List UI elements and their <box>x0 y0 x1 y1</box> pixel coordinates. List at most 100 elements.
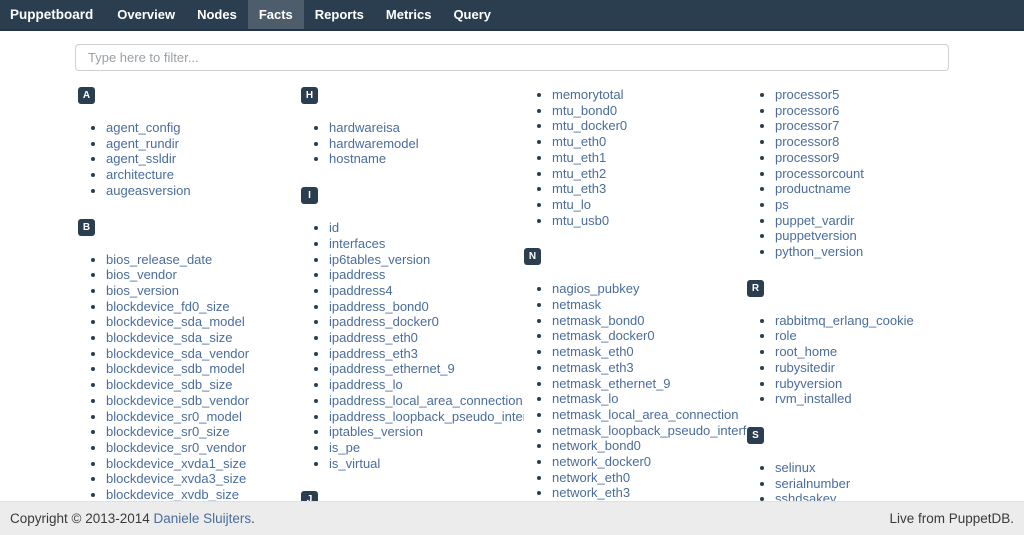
fact-item: mtu_eth3 <box>552 181 747 197</box>
fact-item: blockdevice_sdb_vendor <box>106 393 301 409</box>
fact-link[interactable]: sshdsakey <box>775 491 837 501</box>
fact-link[interactable]: network_bond0 <box>552 438 641 454</box>
fact-link[interactable]: blockdevice_sr0_vendor <box>106 439 247 455</box>
fact-link[interactable]: blockdevice_sda_vendor <box>106 345 250 361</box>
fact-link[interactable]: netmask_docker0 <box>552 328 655 344</box>
fact-link[interactable]: netmask_local_area_connection <box>552 406 739 422</box>
fact-link[interactable]: puppet_vardir <box>775 212 855 228</box>
fact-link[interactable]: mtu_eth0 <box>552 134 607 150</box>
fact-link[interactable]: blockdevice_sr0_model <box>106 408 242 424</box>
brand-puppetboard[interactable]: Puppetboard <box>10 7 94 22</box>
fact-link[interactable]: python_version <box>775 244 864 260</box>
letter-badge-h: H <box>301 87 318 104</box>
fact-link[interactable]: mtu_usb0 <box>552 212 610 228</box>
fact-link[interactable]: netmask_ethernet_9 <box>552 375 671 391</box>
fact-link[interactable]: mtu_eth1 <box>552 149 607 165</box>
fact-link[interactable]: ipaddress_eth0 <box>329 330 418 346</box>
fact-link[interactable]: blockdevice_sdb_size <box>106 377 233 393</box>
fact-link[interactable]: ipaddress_eth3 <box>329 345 418 361</box>
fact-link[interactable]: processor7 <box>775 118 840 134</box>
fact-link[interactable]: ipaddress_loopback_pseudo_interf <box>329 408 524 424</box>
fact-link[interactable]: agent_rundir <box>106 135 179 151</box>
fact-link[interactable]: agent_ssldir <box>106 151 177 167</box>
fact-link[interactable]: iptables_version <box>329 424 423 440</box>
fact-link[interactable]: ipaddress_lo <box>329 377 403 393</box>
fact-item: blockdevice_xvda1_size <box>106 456 301 472</box>
fact-link[interactable]: netmask_eth0 <box>552 344 634 360</box>
fact-link[interactable]: selinux <box>775 459 816 475</box>
fact-link[interactable]: processor5 <box>775 87 840 102</box>
fact-link[interactable]: mtu_bond0 <box>552 102 618 118</box>
fact-link[interactable]: interfaces <box>329 235 386 251</box>
fact-link[interactable]: hardwareisa <box>329 120 400 135</box>
fact-link[interactable]: agent_config <box>106 120 181 135</box>
fact-link[interactable]: network_docker0 <box>552 454 651 470</box>
fact-link[interactable]: productname <box>775 181 851 197</box>
fact-link[interactable]: bios_version <box>106 282 179 298</box>
fact-link[interactable]: netmask_lo <box>552 391 619 407</box>
fact-link[interactable]: hardwaremodel <box>329 135 419 151</box>
nav-item-metrics[interactable]: Metrics <box>385 7 432 22</box>
fact-item: architecture <box>106 167 301 183</box>
fact-link[interactable]: rabbitmq_erlang_cookie <box>775 312 914 328</box>
fact-link[interactable]: blockdevice_sr0_size <box>106 424 230 440</box>
fact-link[interactable]: netmask_eth3 <box>552 359 634 375</box>
fact-link[interactable]: is_virtual <box>329 455 381 471</box>
fact-link[interactable]: augeasversion <box>106 182 191 198</box>
fact-link[interactable]: hostname <box>329 151 387 167</box>
fact-link[interactable]: root_home <box>775 344 838 360</box>
fact-link[interactable]: ipaddress_ethernet_9 <box>329 361 455 377</box>
fact-link[interactable]: ipaddress_local_area_connection <box>329 392 523 408</box>
fact-link[interactable]: serialnumber <box>775 475 851 491</box>
nav-item-facts[interactable]: Facts <box>247 0 304 29</box>
fact-link[interactable]: bios_vendor <box>106 267 177 283</box>
fact-link[interactable]: netmask_bond0 <box>552 312 645 328</box>
fact-link[interactable]: netmask <box>552 297 602 313</box>
fact-link[interactable]: blockdevice_sdb_model <box>106 361 245 377</box>
fact-item: mtu_bond0 <box>552 103 747 119</box>
fact-link[interactable]: mtu_lo <box>552 196 592 212</box>
fact-link[interactable]: nagios_pubkey <box>552 281 640 297</box>
fact-link[interactable]: id <box>329 220 340 236</box>
fact-link[interactable]: ps <box>775 196 789 212</box>
nav-item-nodes[interactable]: Nodes <box>197 7 237 22</box>
fact-link[interactable]: rubyversion <box>775 375 843 391</box>
author-link[interactable]: Daniele Sluijters <box>153 511 252 526</box>
fact-link[interactable]: mtu_eth3 <box>552 181 607 197</box>
fact-item: netmask <box>552 297 747 313</box>
fact-link[interactable]: is_pe <box>329 439 361 455</box>
fact-link[interactable]: blockdevice_xvda3_size <box>106 471 247 487</box>
fact-link[interactable]: blockdevice_xvdb_size <box>106 487 239 501</box>
fact-link[interactable]: architecture <box>106 167 174 183</box>
fact-link[interactable]: bios_release_date <box>106 251 213 267</box>
fact-link[interactable]: netmask_loopback_pseudo_interfa <box>552 422 747 438</box>
fact-link[interactable]: mtu_eth2 <box>552 165 607 181</box>
fact-link[interactable]: blockdevice_sdb_vendor <box>106 392 250 408</box>
fact-link[interactable]: mtu_docker0 <box>552 118 628 134</box>
fact-link[interactable]: ipaddress_docker0 <box>329 314 439 330</box>
fact-item: blockdevice_sdb_model <box>106 361 301 377</box>
fact-link[interactable]: role <box>775 328 797 344</box>
fact-link[interactable]: memorytotal <box>552 87 624 102</box>
fact-link[interactable]: ipaddress4 <box>329 282 393 298</box>
fact-link[interactable]: blockdevice_sda_model <box>106 314 245 330</box>
fact-link[interactable]: network_eth0 <box>552 469 631 485</box>
fact-link[interactable]: blockdevice_sda_size <box>106 330 233 346</box>
fact-link[interactable]: network_eth3 <box>552 485 631 501</box>
nav-item-reports[interactable]: Reports <box>314 7 364 22</box>
fact-link[interactable]: ip6tables_version <box>329 251 431 267</box>
nav-item-overview[interactable]: Overview <box>117 7 176 22</box>
fact-link[interactable]: processor6 <box>775 102 840 118</box>
nav-item-query[interactable]: Query <box>453 7 492 22</box>
fact-link[interactable]: blockdevice_xvda1_size <box>106 455 247 471</box>
fact-link[interactable]: processor9 <box>775 149 840 165</box>
fact-link[interactable]: puppetversion <box>775 228 857 244</box>
fact-link[interactable]: ipaddress <box>329 267 386 283</box>
fact-link[interactable]: blockdevice_fd0_size <box>106 298 230 314</box>
filter-input[interactable] <box>75 44 949 71</box>
fact-link[interactable]: processorcount <box>775 165 864 181</box>
fact-link[interactable]: rvm_installed <box>775 391 852 407</box>
fact-link[interactable]: ipaddress_bond0 <box>329 298 429 314</box>
fact-link[interactable]: processor8 <box>775 134 840 150</box>
fact-link[interactable]: rubysitedir <box>775 359 835 375</box>
